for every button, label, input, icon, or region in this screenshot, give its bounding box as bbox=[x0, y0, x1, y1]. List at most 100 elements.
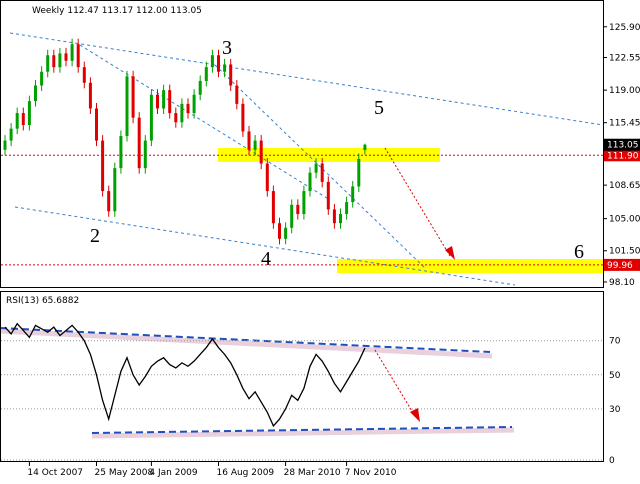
candle-body bbox=[271, 191, 275, 224]
candle-body bbox=[88, 82, 92, 109]
price-header: Weekly 112.47 113.17 112.00 113.05 bbox=[32, 6, 202, 16]
candle-body bbox=[21, 113, 25, 125]
forecast-arrow bbox=[384, 147, 451, 257]
level-label: 99.96 bbox=[607, 261, 633, 271]
level-label-box bbox=[604, 258, 640, 271]
candle-body bbox=[119, 136, 123, 169]
candle-body bbox=[125, 76, 129, 137]
forecast-arrow bbox=[374, 349, 416, 417]
current-price-label: 113.05 bbox=[607, 141, 639, 151]
x-tick-label: 4 Jan 2009 bbox=[149, 468, 197, 478]
wave-label: 5 bbox=[374, 97, 384, 119]
candle-body bbox=[113, 168, 117, 212]
y-tick-label: 98.10 bbox=[609, 278, 635, 288]
candle-body bbox=[149, 94, 153, 141]
candle-body bbox=[278, 223, 281, 239]
rsi-line bbox=[4, 322, 366, 428]
rsi-header: RSI(13) 65.6882 bbox=[6, 296, 79, 306]
candle-body bbox=[265, 163, 269, 192]
candle-body bbox=[27, 101, 31, 125]
candle-body bbox=[253, 140, 257, 150]
candle-body bbox=[192, 94, 196, 114]
x-tick-label: 28 Mar 2010 bbox=[284, 468, 341, 478]
trend-line bbox=[14, 206, 516, 286]
wave-label: 3 bbox=[222, 37, 232, 59]
candle-body bbox=[345, 202, 349, 215]
trend-shadow bbox=[91, 427, 515, 439]
wave-label: 4 bbox=[261, 248, 271, 270]
candle-body bbox=[296, 204, 300, 215]
candle-body bbox=[107, 191, 111, 212]
y-tick-label: 70 bbox=[609, 337, 621, 347]
candle-body bbox=[52, 55, 56, 68]
target-zone bbox=[337, 259, 603, 273]
y-tick-label: 119.00 bbox=[609, 86, 640, 96]
candle-body bbox=[131, 76, 135, 118]
candle-body bbox=[357, 158, 361, 187]
candle-body bbox=[46, 55, 50, 72]
y-tick-label: 30 bbox=[609, 405, 621, 415]
trend-lines bbox=[9, 32, 604, 286]
trend-shadow bbox=[0, 328, 493, 359]
candle-body bbox=[82, 67, 86, 83]
candle-body bbox=[339, 214, 342, 224]
candle-body bbox=[186, 103, 190, 114]
candle-body bbox=[156, 94, 159, 109]
candle-body bbox=[174, 113, 178, 123]
arrow-head bbox=[445, 246, 455, 260]
x-tick-label: 7 Nov 2010 bbox=[345, 468, 397, 478]
rsi-panel-frame bbox=[0, 291, 604, 462]
candle-body bbox=[308, 172, 312, 192]
y-tick-label: 122.55 bbox=[609, 54, 640, 64]
candle-body bbox=[320, 163, 324, 182]
y-tick-label: 101.50 bbox=[609, 247, 640, 257]
level-label: 111.90 bbox=[607, 151, 639, 161]
candle-body bbox=[95, 108, 98, 141]
candle-body bbox=[40, 71, 44, 86]
candle-body bbox=[9, 128, 13, 141]
trend-line bbox=[79, 44, 331, 201]
candle-body bbox=[101, 140, 105, 192]
candle-body bbox=[284, 227, 288, 239]
candle-body bbox=[70, 44, 74, 61]
arrow-head bbox=[410, 408, 420, 422]
y-tick-label: 0 bbox=[609, 456, 615, 466]
candle-body bbox=[34, 85, 37, 102]
candle-body bbox=[235, 85, 239, 104]
candle-body bbox=[3, 140, 7, 150]
candle-body bbox=[351, 186, 355, 203]
candle-body bbox=[302, 191, 306, 215]
y-tick-label: 125.90 bbox=[609, 23, 640, 33]
y-tick-label: 108.65 bbox=[609, 181, 640, 191]
level-label-box bbox=[604, 149, 640, 162]
y-tick-label: 105.00 bbox=[609, 215, 640, 225]
trend-line bbox=[214, 64, 426, 269]
y-tick-label: 50 bbox=[609, 371, 621, 381]
y-tick-label: 115.45 bbox=[609, 119, 640, 129]
rsi-trend-line bbox=[0, 327, 491, 353]
x-tick-label: 25 May 2008 bbox=[95, 468, 154, 478]
candle-body bbox=[76, 44, 80, 68]
candle-body bbox=[168, 90, 172, 114]
x-tick-label: 14 Oct 2007 bbox=[27, 468, 83, 478]
price-panel-frame bbox=[0, 0, 604, 288]
candle-body bbox=[314, 163, 318, 173]
x-tick-label: 16 Aug 2009 bbox=[217, 468, 275, 478]
trend-line bbox=[9, 32, 604, 126]
candle-body bbox=[223, 64, 227, 72]
candle-body bbox=[326, 181, 330, 210]
current-price-box bbox=[604, 138, 640, 151]
candle-body bbox=[180, 103, 184, 123]
candle-body bbox=[210, 55, 214, 68]
candle-body bbox=[290, 204, 294, 228]
candle-body bbox=[332, 209, 336, 224]
candle-body bbox=[241, 103, 245, 132]
candle-body bbox=[137, 117, 141, 169]
rsi-trend-line bbox=[91, 426, 513, 434]
candle-body bbox=[162, 90, 166, 109]
candle-body bbox=[15, 113, 19, 129]
candle-body bbox=[229, 64, 233, 86]
candle-body bbox=[363, 144, 367, 151]
